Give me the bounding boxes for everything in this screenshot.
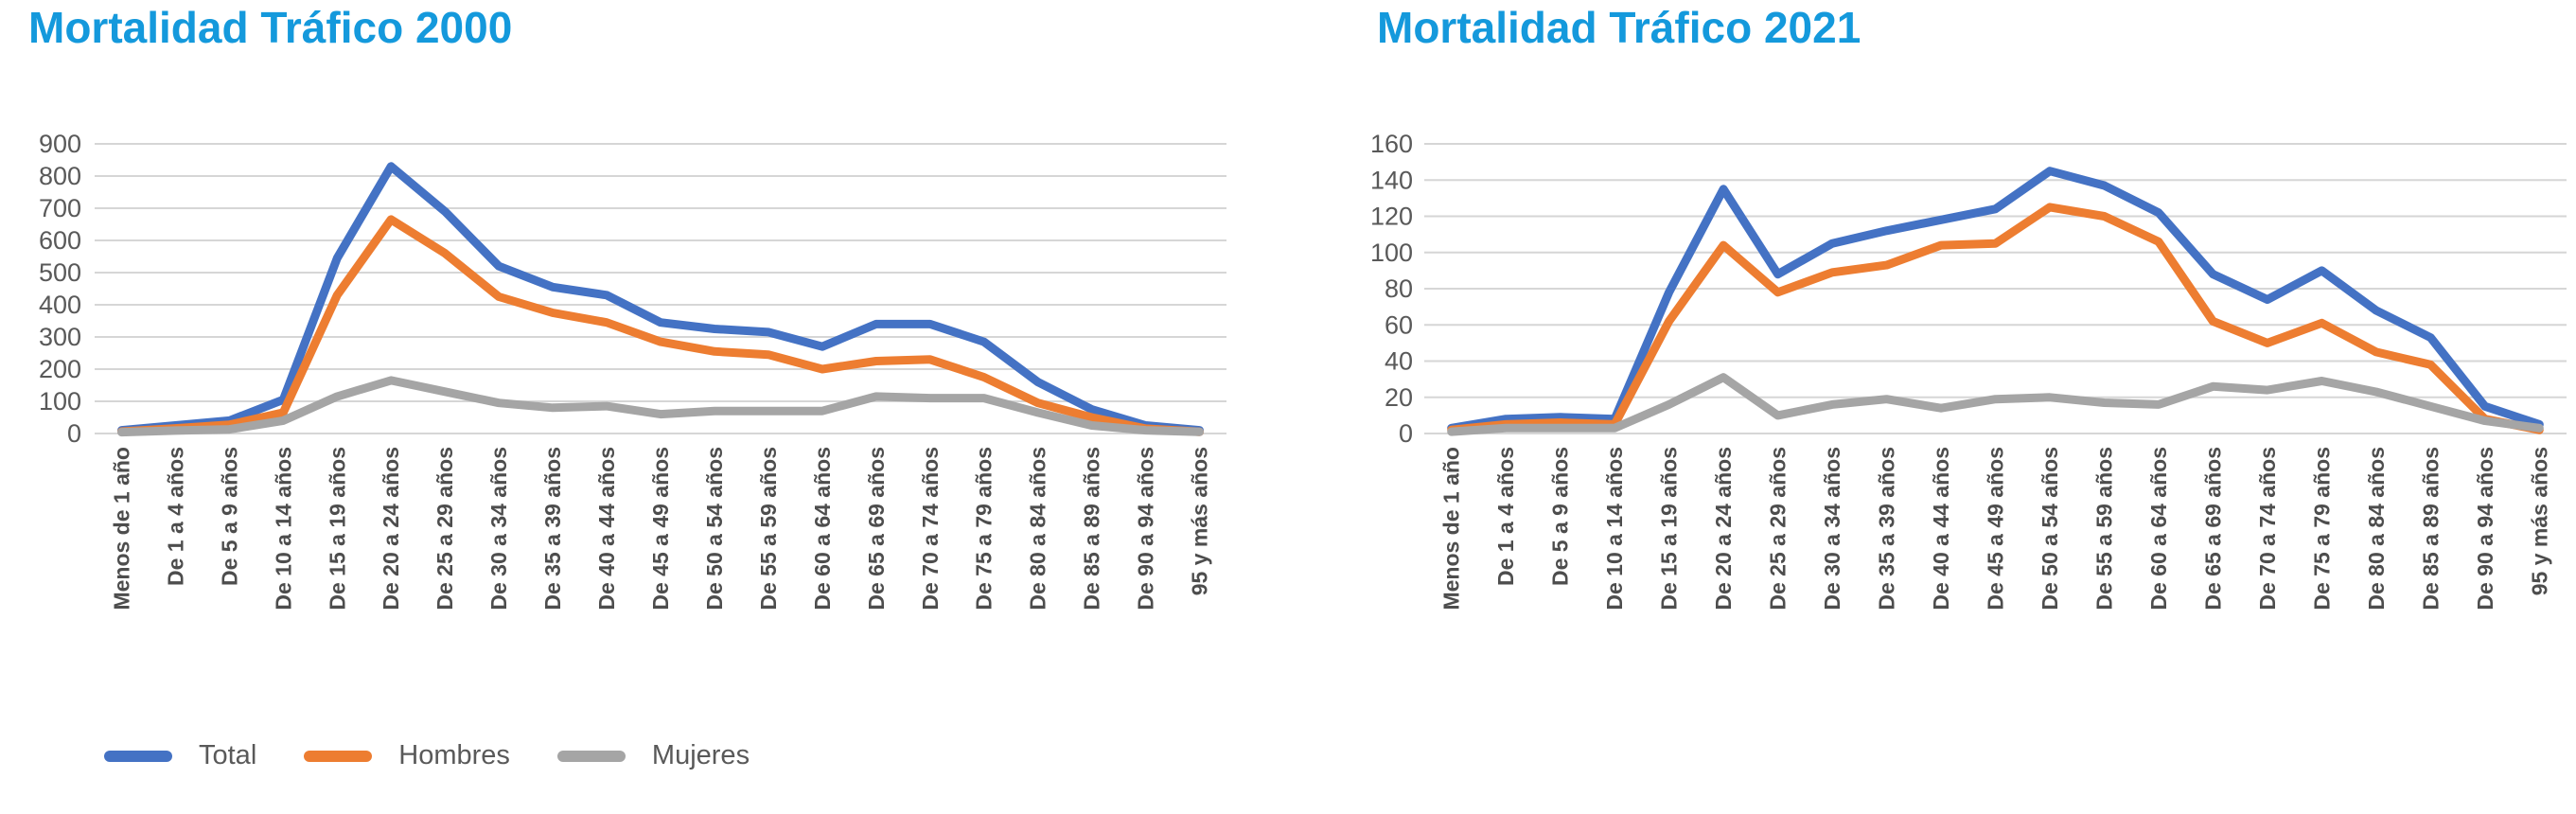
line-chart-2021: 0 20 40 60 80 100 120 140 160 Menos de 1 año De 1 … bbox=[1370, 130, 2567, 610]
y-axis-tick-label: 100 bbox=[1370, 239, 1413, 267]
x-axis-category-label: De 40 a 44 años bbox=[1929, 447, 1953, 610]
y-axis-tick-label: 400 bbox=[39, 291, 81, 319]
chart-panel-2000: Mortalidad Tráfico 2000 0 100 200 300 400 500… bbox=[0, 0, 1287, 814]
x-axis-category-label: De 85 a 89 años bbox=[2418, 447, 2443, 610]
legend-swatch-hombres bbox=[304, 750, 373, 762]
series-line-total bbox=[1447, 167, 2544, 433]
legend-label-mujeres: Mujeres bbox=[651, 740, 750, 770]
x-axis-category-label: De 50 a 54 años bbox=[702, 447, 727, 610]
y-axis-tick-label: 160 bbox=[1370, 130, 1413, 158]
x-axis-category-label: De 1 a 4 años bbox=[1493, 447, 1518, 586]
x-axis-category-label: De 55 a 59 años bbox=[2091, 447, 2116, 610]
x-axis-category-label: De 25 a 29 años bbox=[1766, 447, 1791, 610]
x-axis-category-label: De 55 a 59 años bbox=[756, 447, 781, 610]
x-axis-category-label: De 60 a 64 años bbox=[2146, 447, 2171, 610]
y-axis-tick-label: 140 bbox=[1370, 166, 1413, 194]
series-line-hombres bbox=[117, 215, 1204, 436]
x-axis-category-label: De 5 a 9 años bbox=[1548, 447, 1573, 586]
y-axis-tick-label: 0 bbox=[1399, 419, 1413, 448]
y-axis-tick-label: 800 bbox=[39, 162, 81, 190]
y-axis-tick-label: 600 bbox=[39, 226, 81, 255]
x-axis-category-label: De 75 a 79 años bbox=[972, 447, 997, 610]
x-axis-category-label: De 65 a 69 años bbox=[2200, 447, 2225, 610]
chart-title-2021: Mortalidad Tráfico 2021 bbox=[1377, 3, 1861, 52]
x-axis-category-label: De 1 a 4 años bbox=[163, 447, 187, 586]
y-axis-tick-label: 40 bbox=[1385, 347, 1413, 376]
x-axis-category-label: Menos de 1 año bbox=[109, 447, 133, 610]
line-chart-2000: 0 100 200 300 400 500 600 700 800 900 Menos de 1 a… bbox=[39, 130, 1226, 610]
x-axis-category-label: De 85 a 89 años bbox=[1080, 447, 1104, 610]
x-axis-category-label: De 80 a 84 años bbox=[2364, 447, 2389, 610]
legend-label-total: Total bbox=[199, 740, 257, 770]
x-axis-category-label: De 30 a 34 años bbox=[1820, 447, 1844, 610]
legend-item-total: Total bbox=[104, 740, 256, 771]
x-axis-category-label: De 20 a 24 años bbox=[379, 447, 403, 610]
chart-legend: Total Hombres Mujeres bbox=[104, 740, 797, 771]
y-axis-tick-label: 120 bbox=[1370, 203, 1413, 231]
chart-panel-2021: Mortalidad Tráfico 2021 0 20 40 60 80 100 120 1… bbox=[1325, 0, 2576, 814]
y-axis-tick-label: 700 bbox=[39, 194, 81, 222]
x-axis-category-label: 95 y más años bbox=[2527, 447, 2551, 595]
y-axis-tick-label: 200 bbox=[39, 355, 81, 383]
x-axis-category-label: De 15 a 19 años bbox=[325, 447, 349, 610]
x-axis-category-label: De 30 a 34 años bbox=[486, 447, 511, 610]
legend-label-hombres: Hombres bbox=[398, 740, 510, 770]
y-axis-tick-label: 20 bbox=[1385, 383, 1413, 412]
x-axis-category-label: De 75 a 79 años bbox=[2309, 447, 2334, 610]
y-axis-tick-label: 0 bbox=[67, 419, 81, 448]
x-axis-category-label: De 10 a 14 años bbox=[1602, 447, 1627, 610]
x-axis-category-label: De 15 a 19 años bbox=[1657, 447, 1682, 610]
legend-item-hombres: Hombres bbox=[304, 740, 510, 771]
x-axis-category-label: De 20 a 24 años bbox=[1711, 447, 1736, 610]
y-axis-tick-label: 60 bbox=[1385, 310, 1413, 339]
x-axis-category-label: De 35 a 39 años bbox=[1875, 447, 1899, 610]
series-line-total bbox=[117, 162, 1204, 435]
series-line-hombres bbox=[1447, 203, 2544, 434]
chart-title-2000: Mortalidad Tráfico 2000 bbox=[28, 3, 513, 52]
series-line-mujeres bbox=[117, 376, 1204, 437]
x-axis-category-label: De 80 a 84 años bbox=[1026, 447, 1050, 610]
y-axis-tick-label: 80 bbox=[1385, 274, 1413, 303]
legend-item-mujeres: Mujeres bbox=[556, 740, 750, 771]
y-axis-tick-label: 500 bbox=[39, 258, 81, 287]
y-axis-tick-label: 100 bbox=[39, 387, 81, 416]
x-axis-category-label: De 90 a 94 años bbox=[1134, 447, 1158, 610]
y-axis-tick-label: 300 bbox=[39, 323, 81, 351]
x-axis-category-label: De 90 a 94 años bbox=[2473, 447, 2497, 610]
series-line-mujeres bbox=[1447, 373, 2544, 436]
x-axis-category-label: De 10 a 14 años bbox=[271, 447, 295, 610]
x-axis-category-label: De 25 a 29 años bbox=[432, 447, 457, 610]
x-axis-category-label: De 5 a 9 años bbox=[217, 447, 241, 586]
x-axis-category-label: De 40 a 44 años bbox=[594, 447, 619, 610]
x-axis-category-label: De 70 a 74 años bbox=[918, 447, 943, 610]
x-axis-category-label: De 35 a 39 años bbox=[540, 447, 565, 610]
x-axis-category-label: De 70 a 74 años bbox=[2255, 447, 2280, 610]
x-axis-category-label: De 60 a 64 años bbox=[810, 447, 835, 610]
x-axis-category-label: De 45 a 49 años bbox=[1984, 447, 2008, 610]
x-axis-category-label: De 65 a 69 años bbox=[864, 447, 889, 610]
legend-swatch-total bbox=[104, 750, 172, 762]
x-axis-category-label: De 45 a 49 años bbox=[648, 447, 673, 610]
x-axis-category-label: De 50 a 54 años bbox=[2038, 447, 2062, 610]
x-axis-category-label: Menos de 1 año bbox=[1439, 447, 1464, 610]
legend-swatch-mujeres bbox=[556, 750, 626, 762]
x-axis-category-label: 95 y más años bbox=[1188, 447, 1212, 595]
y-axis-tick-label: 900 bbox=[39, 130, 81, 158]
